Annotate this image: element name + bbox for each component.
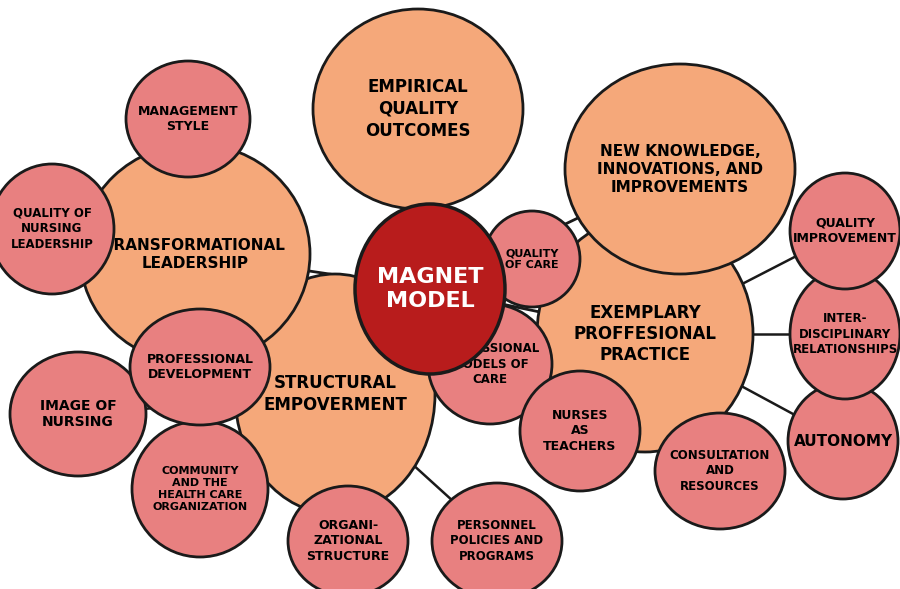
Text: TRANSFORMATIONAL
LEADERSHIP: TRANSFORMATIONAL LEADERSHIP <box>104 237 286 270</box>
Text: INTER-
DISCIPLINARY
RELATIONSHIPS: INTER- DISCIPLINARY RELATIONSHIPS <box>792 312 897 356</box>
Ellipse shape <box>428 304 552 424</box>
Ellipse shape <box>10 352 146 476</box>
Text: IMAGE OF
NURSING: IMAGE OF NURSING <box>40 399 116 429</box>
Text: PROFESSIONAL
DEVELOPMENT: PROFESSIONAL DEVELOPMENT <box>147 353 254 381</box>
Ellipse shape <box>484 211 580 307</box>
Ellipse shape <box>80 144 310 364</box>
Ellipse shape <box>788 383 898 499</box>
Ellipse shape <box>313 9 523 209</box>
Text: CONSULTATION
AND
RESOURCES: CONSULTATION AND RESOURCES <box>670 449 770 493</box>
Text: AUTONOMY: AUTONOMY <box>794 434 893 448</box>
Text: ORGANI-
ZATIONAL
STRUCTURE: ORGANI- ZATIONAL STRUCTURE <box>306 519 390 563</box>
Ellipse shape <box>0 164 114 294</box>
Ellipse shape <box>790 269 900 399</box>
Ellipse shape <box>790 173 900 289</box>
Ellipse shape <box>520 371 640 491</box>
Ellipse shape <box>537 216 753 452</box>
Text: QUALITY
IMPROVEMENT: QUALITY IMPROVEMENT <box>793 217 897 245</box>
Text: NEW KNOWLEDGE,
INNOVATIONS, AND
IMPROVEMENTS: NEW KNOWLEDGE, INNOVATIONS, AND IMPROVEM… <box>597 144 763 194</box>
Ellipse shape <box>288 486 408 589</box>
Text: STRUCTURAL
EMPOVERMENT: STRUCTURAL EMPOVERMENT <box>263 374 407 413</box>
Ellipse shape <box>235 274 435 514</box>
Ellipse shape <box>655 413 785 529</box>
Text: PROFESSIONAL
MODELS OF
CARE: PROFESSIONAL MODELS OF CARE <box>439 342 541 386</box>
Text: QUALITY OF
NURSING
LEADERSHIP: QUALITY OF NURSING LEADERSHIP <box>11 207 94 251</box>
Text: EMPIRICAL
QUALITY
OUTCOMES: EMPIRICAL QUALITY OUTCOMES <box>365 78 471 140</box>
Text: MANAGEMENT
STYLE: MANAGEMENT STYLE <box>138 105 238 133</box>
Ellipse shape <box>355 204 505 374</box>
Text: COMMUNITY
AND THE
HEALTH CARE
ORGANIZATION: COMMUNITY AND THE HEALTH CARE ORGANIZATI… <box>152 466 248 512</box>
Text: EXEMPLARY
PROFFESIONAL
PRACTICE: EXEMPLARY PROFFESIONAL PRACTICE <box>573 303 716 365</box>
Ellipse shape <box>432 483 562 589</box>
Text: PERSONNEL
POLICIES AND
PROGRAMS: PERSONNEL POLICIES AND PROGRAMS <box>450 519 544 563</box>
Text: QUALITY
OF CARE: QUALITY OF CARE <box>505 248 559 270</box>
Ellipse shape <box>126 61 250 177</box>
Text: MAGNET
MODEL: MAGNET MODEL <box>377 267 483 311</box>
Ellipse shape <box>132 421 268 557</box>
Ellipse shape <box>130 309 270 425</box>
Ellipse shape <box>565 64 795 274</box>
Text: NURSES
AS
TEACHERS: NURSES AS TEACHERS <box>544 409 617 453</box>
